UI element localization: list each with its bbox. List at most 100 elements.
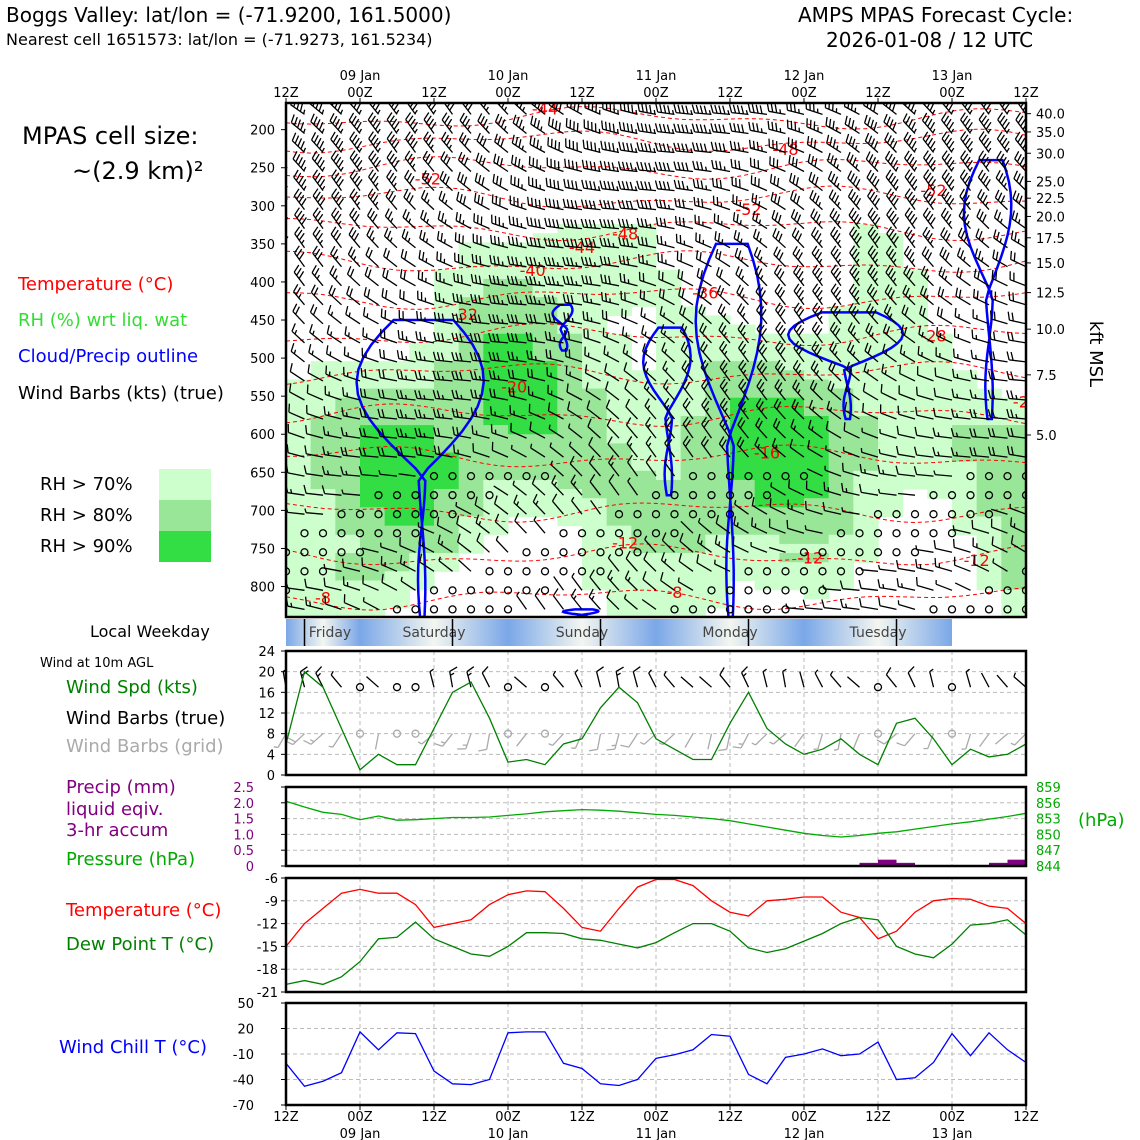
upper-wind-barb — [922, 207, 936, 229]
upper-wind-barb — [417, 522, 435, 534]
upper-wind-barb — [679, 323, 694, 344]
upper-wind-barb — [470, 273, 490, 287]
upper-wind-barb — [395, 409, 416, 420]
rh-shade-cell — [804, 443, 830, 454]
rh-shade-cell — [680, 470, 706, 481]
upper-wind-barb-calm — [984, 510, 994, 519]
rh-shade-cell — [927, 388, 953, 399]
upper-wind-barb-calm — [725, 491, 735, 500]
upper-wind-barb — [645, 416, 657, 439]
rh-shade-cell — [335, 479, 361, 490]
rh-shade-cell — [804, 589, 830, 600]
rh-shade-cell — [409, 370, 435, 381]
rh-shade-cell — [705, 324, 731, 335]
rh-shade-cell — [730, 470, 756, 481]
rh-shade-cell — [360, 379, 386, 390]
rh-shade-cell — [804, 571, 830, 582]
upper-wind-barb — [733, 516, 749, 534]
rh-shade-cell — [286, 443, 312, 454]
upper-wind-barb — [700, 359, 713, 382]
rh-shade-cell — [606, 260, 632, 271]
upper-wind-barb — [506, 313, 527, 325]
rh-shade-cell — [458, 516, 484, 527]
true-wind-barb — [762, 668, 768, 688]
temp-ytick-label: -9 — [265, 895, 278, 910]
true-wind-barb-calm — [540, 683, 550, 692]
rh-shade-cell — [680, 443, 706, 454]
upper-wind-barb — [729, 122, 749, 135]
rh-shade-cell — [754, 370, 780, 381]
rh-shade-cell — [310, 425, 336, 435]
rh-shade-cell — [434, 342, 460, 353]
precip-ytick-label: 1.5 — [233, 813, 254, 828]
upper-wind-barb — [662, 360, 675, 382]
rh-shade-cell — [631, 260, 657, 271]
rh-shade-cell — [680, 370, 706, 381]
rh-shade-cell — [606, 379, 632, 390]
upper-wind-barb — [404, 150, 417, 172]
rh-shade-cell — [804, 434, 830, 444]
rh-shade-cell — [286, 598, 312, 609]
upper-wind-barb — [654, 142, 675, 154]
rh-shade-cell — [680, 388, 706, 399]
upper-wind-barb — [940, 227, 953, 249]
rh-shade-cell — [458, 406, 484, 417]
rh-shade-cell — [730, 498, 756, 508]
rh-shade-cell — [582, 452, 608, 463]
upper-wind-barb — [547, 384, 564, 401]
rh-shade-cell — [384, 516, 410, 527]
upper-wind-barb-calm — [633, 548, 642, 557]
upper-wind-barb — [641, 325, 657, 344]
upper-wind-barb — [581, 274, 601, 287]
rh-shade-cell — [409, 461, 435, 472]
grid-wind-barb — [457, 733, 472, 750]
upper-wind-barb — [791, 227, 805, 249]
rh-shade-cell — [582, 498, 608, 508]
rh-shade-cell — [360, 397, 386, 408]
upper-wind-barb-calm — [429, 586, 439, 595]
upper-wind-barb — [661, 532, 675, 553]
rh-shade-cell — [508, 251, 534, 262]
top-time-label: 00Z — [495, 86, 521, 101]
location-title: Boggs Valley: lat/lon = (-71.9200, 161.5… — [6, 3, 452, 27]
rh-shade-cell — [335, 571, 361, 582]
upper-wind-barb — [1008, 291, 1026, 306]
rh-shade-cell — [705, 461, 731, 472]
rh-shade-cell — [582, 562, 608, 572]
upper-wind-barb — [571, 572, 583, 591]
rh-shade-cell — [804, 525, 830, 536]
rh-shade-cell — [779, 425, 805, 435]
upper-wind-barb-calm — [966, 471, 975, 481]
upper-wind-barb — [362, 327, 379, 344]
upper-wind-barb — [636, 199, 657, 211]
rh-legend-swatch-90 — [159, 531, 211, 562]
upper-wind-barb — [443, 103, 455, 115]
upper-wind-barb — [461, 103, 474, 115]
rh-shade-cell — [310, 507, 336, 518]
upper-wind-barb — [972, 309, 990, 325]
upper-wind-barb — [719, 340, 731, 363]
upper-wind-barb — [755, 398, 768, 420]
rh-shade-cell — [508, 306, 534, 317]
upper-wind-barb — [441, 131, 453, 153]
rh-legend-swatch-80 — [159, 500, 211, 531]
upper-wind-barb — [987, 428, 1008, 439]
rh-shade-cell — [828, 443, 854, 454]
kft-tick-label: 40.0 — [1036, 108, 1065, 123]
rh-shade-cell — [680, 415, 706, 426]
upper-wind-barb — [531, 103, 546, 115]
precip-ytick-label: 0 — [246, 860, 254, 875]
upper-wind-barb — [543, 294, 564, 306]
rh-shade-cell — [310, 397, 336, 408]
rh-shade-cell — [557, 425, 583, 435]
upper-wind-barb — [952, 348, 971, 363]
kft-tick-label: 7.5 — [1036, 369, 1057, 384]
rh-shade-cell — [434, 470, 460, 481]
rh-shade-cell — [582, 342, 608, 353]
rh-shade-cell — [754, 580, 780, 591]
upper-wind-barb — [848, 207, 862, 229]
upper-wind-barb — [969, 389, 990, 401]
rh-shade-cell — [360, 525, 386, 536]
upper-wind-barb — [451, 351, 472, 363]
upper-wind-barb — [915, 545, 934, 553]
